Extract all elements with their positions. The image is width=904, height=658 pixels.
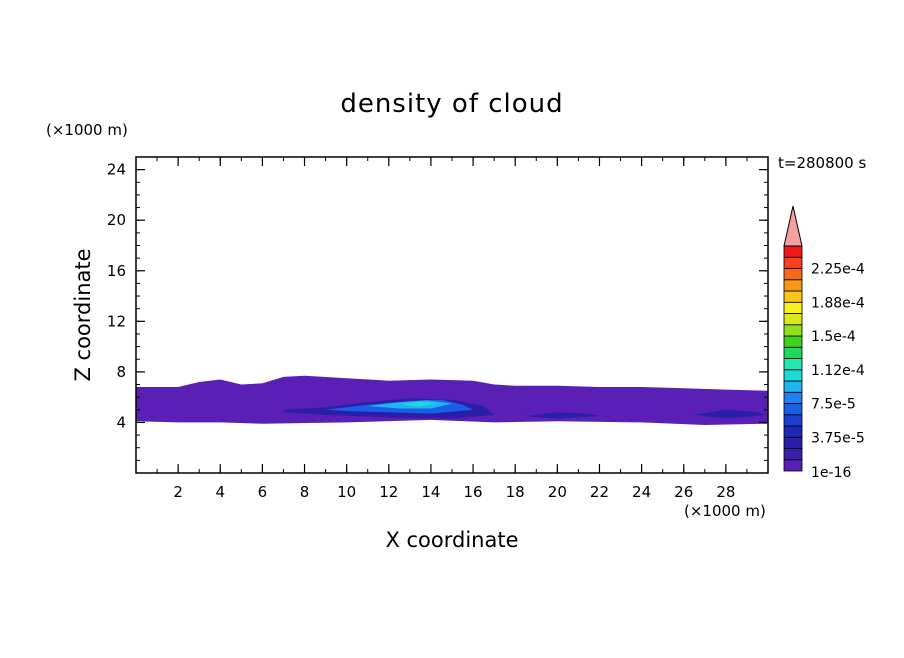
x-tick-label: 28 [716,483,735,501]
colorbar-swatch [783,301,803,314]
z-tick-label: 16 [107,262,126,280]
colorbar-overflow-triangle [783,205,803,247]
colorbar-label: 2.25e-4 [811,262,865,278]
colorbar-swatch [783,346,803,359]
time-label: t=280800 s [778,154,866,172]
colorbar-swatch [783,380,803,393]
z-tick-label: 12 [107,312,126,330]
x-tick-label: 16 [464,483,483,501]
x-tick-label: 20 [548,483,567,501]
colorbar-swatch [783,256,803,269]
colorbar-swatch [783,425,803,438]
colorbar-label: 1.88e-4 [811,295,865,311]
x-tick-label: 10 [337,483,356,501]
y-axis-label: Z coordinate [71,248,95,381]
colorbar-swatch [783,279,803,292]
x-tick-label: 8 [300,483,310,501]
colorbar-swatch [783,290,803,303]
colorbar-label: 7.5e-5 [811,397,856,413]
x-tick-label: 6 [258,483,268,501]
colorbar-swatch [783,414,803,427]
colorbar-swatch [783,313,803,326]
region-core-peak [399,401,438,407]
colorbar-swatch [783,335,803,348]
colorbar-label: 3.75e-5 [811,430,865,446]
z-tick-label: 4 [116,413,126,431]
colorbar-swatch [783,391,803,404]
colorbar-swatch [783,245,803,258]
z-tick-label: 8 [116,363,126,381]
colorbar-swatch [783,268,803,281]
region-east-patch [525,412,600,419]
x-tick-label: 14 [421,483,440,501]
z-tick-label: 24 [107,161,126,179]
colorbar: 1e-16 3.75e-5 7.5e-5 1.12e-4 1.5e-4 1.88e-4 2.… [783,205,865,481]
colorbar-swatch [783,436,803,449]
x-tick-label: 12 [379,483,398,501]
colorbar-label: 1.12e-4 [811,363,865,379]
z-unit-label: (×1000 m) [46,121,128,139]
colorbar-label: 1e-16 [811,465,851,481]
x-tick-label: 24 [632,483,651,501]
colorbar-swatch [783,459,803,472]
x-tick-label: 22 [590,483,609,501]
x-unit-label: (×1000 m) [684,502,766,520]
contour-regions [136,375,768,425]
x-tick-label: 26 [674,483,693,501]
x-tick-label: 4 [215,483,225,501]
x-axis-label: X coordinate [385,528,518,552]
colorbar-label: 1.5e-4 [811,329,856,345]
colorbar-swatch [783,403,803,416]
colorbar-swatch [783,369,803,382]
colorbar-swatch [783,358,803,371]
x-tick-label: 18 [506,483,525,501]
region-far-east-patch [694,409,768,419]
plot-frame [135,156,769,474]
x-tick-label: 2 [173,483,183,501]
chart-title: density of cloud [340,89,563,119]
z-tick-label: 20 [107,211,126,229]
colorbar-swatch [783,448,803,461]
colorbar-swatch [783,324,803,337]
